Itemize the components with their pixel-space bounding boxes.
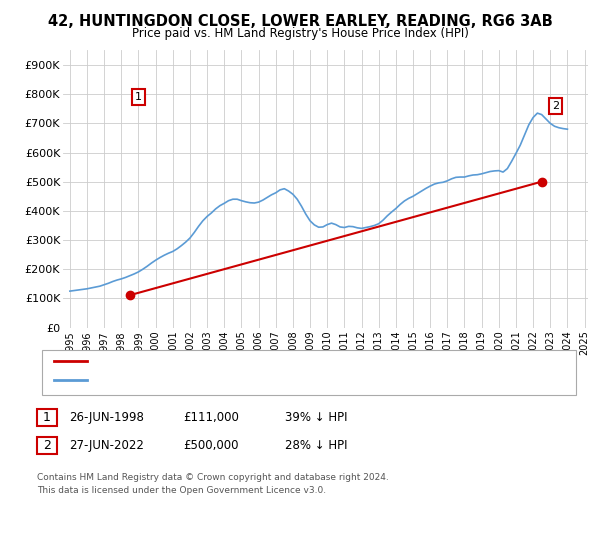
Text: 26-JUN-1998: 26-JUN-1998 bbox=[69, 410, 144, 424]
Text: Price paid vs. HM Land Registry's House Price Index (HPI): Price paid vs. HM Land Registry's House … bbox=[131, 27, 469, 40]
Text: 42, HUNTINGDON CLOSE, LOWER EARLEY, READING, RG6 3AB (detached house): 42, HUNTINGDON CLOSE, LOWER EARLEY, READ… bbox=[93, 356, 511, 366]
Text: 1: 1 bbox=[135, 92, 142, 102]
Text: 42, HUNTINGDON CLOSE, LOWER EARLEY, READING, RG6 3AB: 42, HUNTINGDON CLOSE, LOWER EARLEY, READ… bbox=[47, 14, 553, 29]
Text: 27-JUN-2022: 27-JUN-2022 bbox=[69, 438, 144, 452]
Text: £500,000: £500,000 bbox=[183, 438, 239, 452]
Text: 28% ↓ HPI: 28% ↓ HPI bbox=[285, 438, 347, 452]
Text: 2: 2 bbox=[551, 101, 559, 111]
Text: 2: 2 bbox=[43, 438, 51, 452]
Text: £111,000: £111,000 bbox=[183, 410, 239, 424]
Text: HPI: Average price, detached house, Wokingham: HPI: Average price, detached house, Woki… bbox=[93, 375, 347, 385]
Text: 39% ↓ HPI: 39% ↓ HPI bbox=[285, 410, 347, 424]
Text: Contains HM Land Registry data © Crown copyright and database right 2024.
This d: Contains HM Land Registry data © Crown c… bbox=[37, 473, 389, 494]
Text: 1: 1 bbox=[43, 410, 51, 424]
